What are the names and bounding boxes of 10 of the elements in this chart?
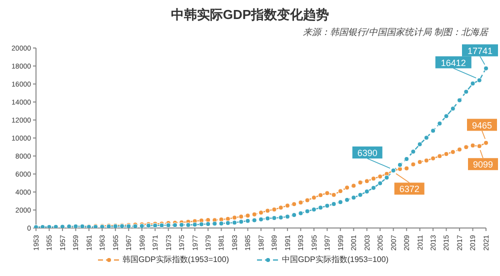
data-label: 6390 bbox=[357, 148, 378, 158]
data-label: 6372 bbox=[399, 184, 420, 194]
chart-title: 中韩实际GDP指数变化趋势 bbox=[170, 6, 330, 24]
data-label: 9099 bbox=[472, 160, 494, 170]
data-label: 9465 bbox=[472, 120, 492, 130]
source-note: 来源：韩国银行/中国国家统计局 制图：北海居 bbox=[302, 26, 488, 39]
legend-label: 中国GDP实际指数(1953=100) bbox=[282, 254, 388, 265]
data-label: 16412 bbox=[440, 58, 466, 68]
legend-label: 韩国GDP实际指数(1953=100) bbox=[122, 254, 229, 265]
data-label: 17741 bbox=[467, 46, 493, 56]
